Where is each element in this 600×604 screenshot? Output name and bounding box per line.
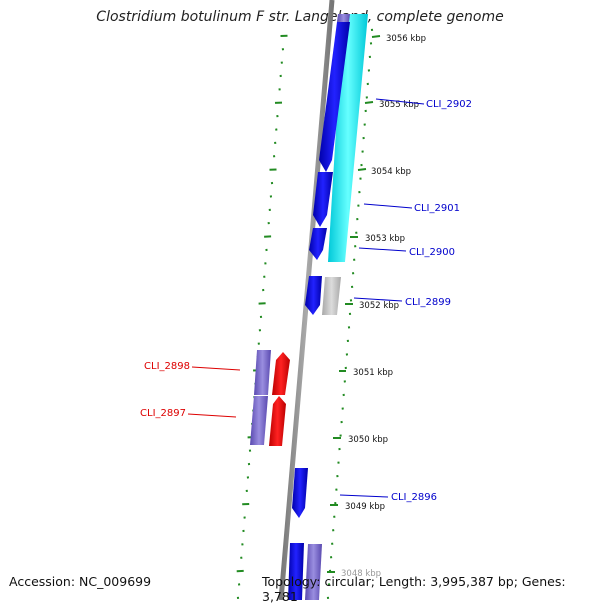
inner-dotted-ring	[237, 36, 288, 598]
gene-label-cli-2899: CLI_2899	[405, 297, 451, 308]
gene-arrow-cli-2898	[272, 352, 290, 395]
gene-label-cli-2897: CLI_2897	[140, 408, 186, 419]
gene-arrow-cli-2896	[292, 468, 308, 518]
ruler-label: 3051 kbp	[353, 368, 393, 378]
feature-purple-top	[337, 14, 350, 22]
gene-arrow-cli-2897	[269, 396, 286, 446]
feature-purple-2	[250, 396, 268, 445]
ruler-label: 3053 kbp	[365, 234, 405, 244]
ruler-label: 3049 kbp	[345, 502, 385, 512]
gene-label-cli-2898: CLI_2898	[144, 361, 190, 372]
gene-label-cli-2896: CLI_2896	[391, 492, 437, 503]
ruler-label: 3052 kbp	[359, 301, 399, 311]
gene-label-cli-2902: CLI_2902	[426, 99, 472, 110]
ruler-label: 3050 kbp	[348, 435, 388, 445]
ruler-label: 3054 kbp	[371, 167, 411, 177]
accession-text: Accession: NC_009699	[9, 574, 151, 589]
ruler-label: 3056 kbp	[386, 34, 426, 44]
gene-arrows	[269, 22, 350, 600]
gene-label-cli-2900: CLI_2900	[409, 247, 455, 258]
feature-purple-1	[254, 350, 271, 395]
feature-gray	[322, 277, 341, 315]
gene-label-cli-2901: CLI_2901	[414, 203, 460, 214]
